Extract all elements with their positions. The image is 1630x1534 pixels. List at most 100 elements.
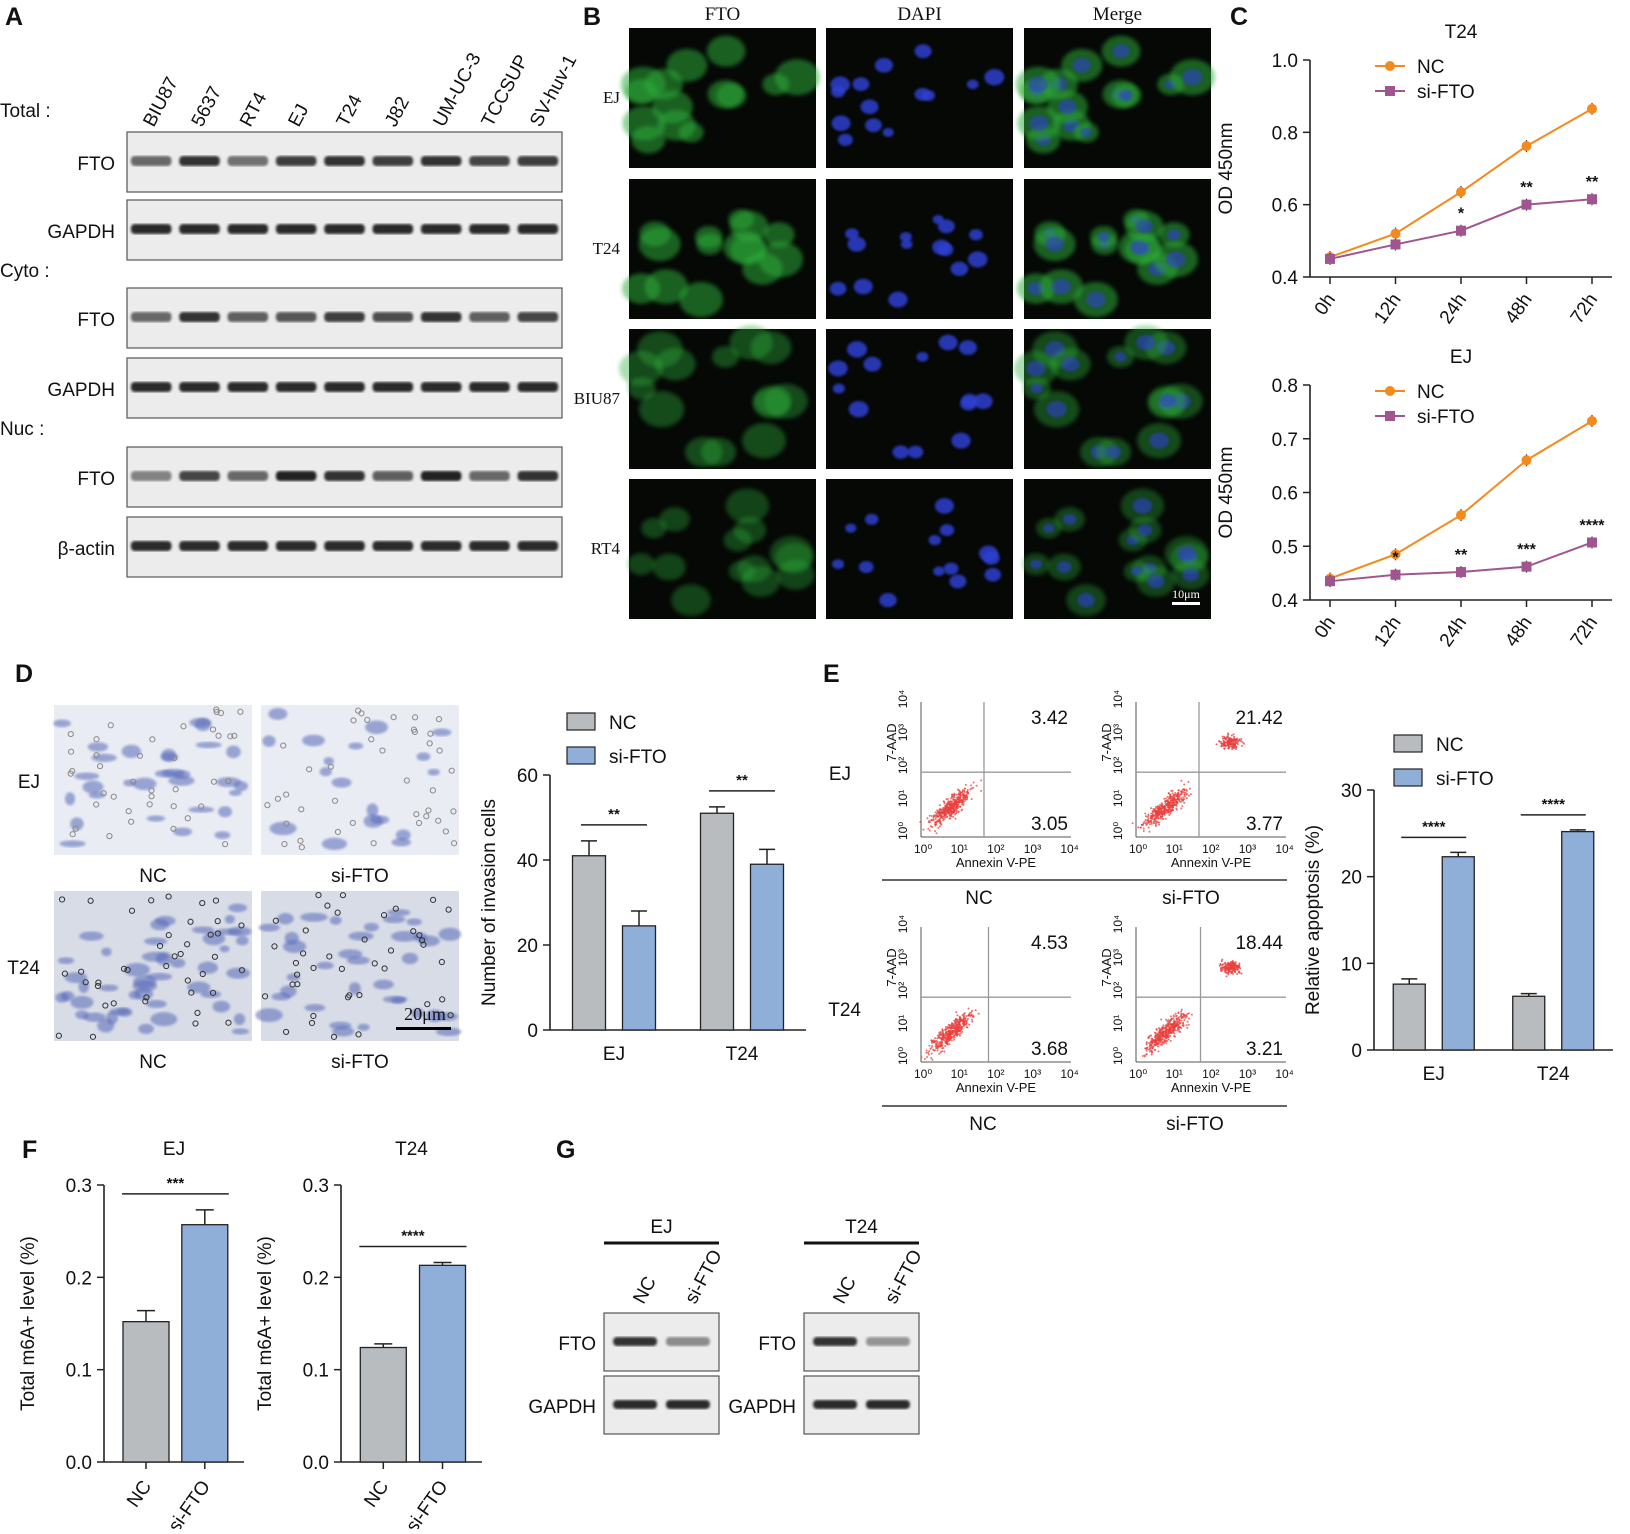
flow-event <box>1183 795 1186 798</box>
flow-event <box>1177 793 1180 796</box>
membrane-pore <box>213 706 220 713</box>
nucleus-blue <box>1029 559 1043 570</box>
flow-event <box>1182 1021 1185 1024</box>
flow-event <box>1173 803 1176 806</box>
membrane-pore <box>331 797 339 804</box>
stained-cell <box>194 718 212 732</box>
flow-event <box>1151 1039 1154 1042</box>
membrane-pore <box>445 906 452 913</box>
flow-event <box>946 804 949 807</box>
flow-event <box>957 789 960 792</box>
flow-event <box>960 1018 963 1021</box>
flow-event <box>1175 804 1178 807</box>
flow-event <box>1145 1049 1148 1052</box>
blot-label: GAPDH <box>47 380 115 401</box>
membrane-pore <box>107 722 114 729</box>
x-tick-label: 0h <box>1311 290 1340 319</box>
flow-event <box>927 1053 930 1056</box>
lower-right-percent: 3.77 <box>1246 814 1283 835</box>
flow-event <box>954 817 957 820</box>
membrane-pore <box>146 801 153 808</box>
flow-event <box>1144 819 1147 822</box>
flow-event <box>1180 779 1183 782</box>
significance-mark: *** <box>167 1175 185 1192</box>
stained-cell <box>227 926 252 937</box>
nucleus-blue <box>961 393 978 408</box>
blot-band <box>517 382 559 392</box>
cell-green <box>622 105 666 141</box>
group-label: NC <box>965 888 992 909</box>
stained-cell <box>99 984 119 992</box>
flow-event <box>934 815 937 818</box>
flow-event <box>967 1013 970 1016</box>
flow-event <box>1159 1033 1162 1036</box>
flow-event <box>1240 972 1243 975</box>
flow-event <box>919 821 922 824</box>
membrane-pore <box>67 748 75 755</box>
flow-event <box>1237 966 1240 969</box>
nucleus-blue <box>1182 567 1200 582</box>
membrane-pore <box>78 968 85 975</box>
membrane-pore <box>198 803 205 810</box>
flow-event <box>1180 800 1183 803</box>
stained-cell <box>146 815 165 822</box>
flow-event <box>925 1049 928 1052</box>
stained-cell <box>155 952 173 966</box>
membrane-pore <box>125 808 132 815</box>
flow-event <box>947 1040 950 1043</box>
cell-green <box>774 59 820 96</box>
significance-mark: **** <box>1542 796 1566 813</box>
flow-event <box>957 810 960 813</box>
nucleus-blue <box>1165 251 1186 268</box>
flow-event <box>1176 1029 1179 1032</box>
flow-event <box>951 796 954 799</box>
flow-y-tick: 10² <box>896 757 910 774</box>
membrane-pore <box>67 770 74 777</box>
membrane-pore <box>379 747 386 754</box>
blot-band <box>420 471 462 481</box>
flow-event <box>1175 807 1178 810</box>
flow-event <box>1157 810 1160 813</box>
flow-event <box>1163 1041 1166 1044</box>
data-point <box>1521 561 1532 572</box>
flow-event <box>1237 739 1240 742</box>
flow-event <box>1162 817 1165 820</box>
blot-band <box>420 224 462 234</box>
data-point <box>1390 569 1401 580</box>
nucleus-blue <box>858 560 874 574</box>
blot-band <box>227 224 269 234</box>
flow-event <box>929 825 932 828</box>
upper-right-percent: 3.42 <box>1031 708 1068 729</box>
membrane-pore <box>450 840 458 847</box>
flow-event <box>1166 1020 1169 1023</box>
stained-cell <box>188 806 215 813</box>
lane-label: si-FTO <box>681 1247 727 1308</box>
flow-event <box>1159 811 1162 814</box>
lane-label: si-FTO <box>881 1247 927 1308</box>
flow-event <box>1185 1024 1188 1027</box>
stained-cell <box>59 840 86 848</box>
flow-event <box>1185 792 1188 795</box>
membrane-pore <box>207 931 214 938</box>
y-tick-label: 0.0 <box>303 1453 329 1474</box>
flow-event <box>972 786 975 789</box>
flow-event <box>1227 733 1230 736</box>
flow-event <box>962 1023 965 1026</box>
flow-event <box>1215 743 1218 746</box>
nucleus-blue <box>860 99 879 115</box>
blot-label: FTO <box>558 1334 596 1355</box>
lower-right-percent: 3.68 <box>1031 1039 1068 1060</box>
flow-event <box>1161 1043 1164 1046</box>
blot-band <box>517 312 559 322</box>
membrane-pore <box>165 893 172 900</box>
membrane-pore <box>237 708 244 715</box>
blot-band <box>517 156 559 166</box>
flow-event <box>1147 817 1150 820</box>
cell-green <box>776 559 815 590</box>
flow-event <box>1182 1024 1185 1027</box>
flow-event <box>1149 1047 1152 1050</box>
legend-label: NC <box>1417 382 1444 403</box>
flow-event <box>1139 826 1142 829</box>
flow-event <box>1187 1012 1190 1015</box>
flow-event <box>1180 791 1183 794</box>
